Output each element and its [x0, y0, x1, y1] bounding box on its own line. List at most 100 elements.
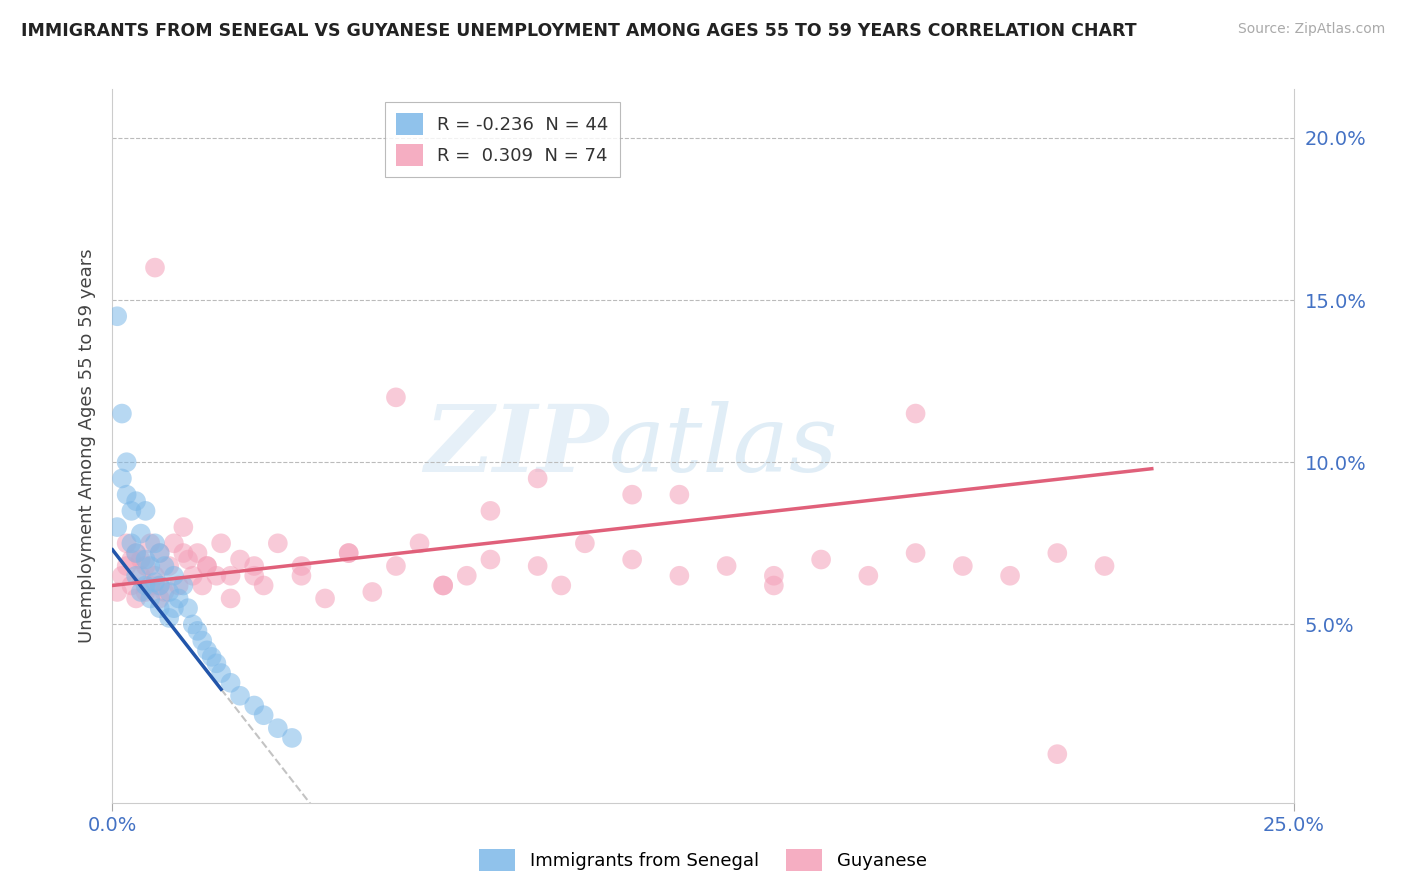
Point [267, 721, 290, 735]
Text: atlas: atlas [609, 401, 838, 491]
Point [125, 494, 148, 508]
Text: ZIP: ZIP [425, 401, 609, 491]
Point [177, 601, 200, 615]
Point [432, 578, 454, 592]
Point [157, 559, 180, 574]
Point [361, 585, 384, 599]
Point [143, 575, 166, 590]
Point [810, 552, 832, 566]
Point [172, 578, 194, 592]
Point [337, 546, 360, 560]
Point [550, 578, 572, 592]
Point [574, 536, 596, 550]
Point [115, 455, 138, 469]
Point [195, 559, 218, 574]
Point [167, 591, 190, 606]
Point [153, 559, 176, 574]
Point [149, 546, 172, 560]
Point [952, 559, 974, 574]
Point [163, 568, 186, 582]
Point [143, 260, 166, 275]
Point [111, 471, 134, 485]
Point [290, 568, 312, 582]
Point [668, 568, 690, 582]
Point [129, 585, 152, 599]
Point [229, 689, 252, 703]
Point [526, 559, 548, 574]
Point [135, 552, 157, 566]
Point [479, 552, 502, 566]
Point [191, 578, 214, 592]
Point [125, 546, 148, 560]
Point [668, 488, 690, 502]
Point [209, 666, 232, 681]
Point [143, 536, 166, 550]
Point [858, 568, 880, 582]
Point [129, 526, 152, 541]
Point [181, 617, 204, 632]
Point [129, 568, 152, 582]
Point [139, 559, 162, 574]
Point [120, 536, 142, 550]
Point [432, 578, 454, 592]
Point [139, 578, 162, 592]
Point [105, 520, 128, 534]
Point [716, 559, 738, 574]
Point [201, 649, 224, 664]
Point [267, 536, 290, 550]
Point [157, 611, 180, 625]
Point [243, 568, 266, 582]
Point [129, 552, 152, 566]
Point [209, 536, 232, 550]
Point [195, 643, 218, 657]
Text: IMMIGRANTS FROM SENEGAL VS GUYANESE UNEMPLOYMENT AMONG AGES 55 TO 59 YEARS CORRE: IMMIGRANTS FROM SENEGAL VS GUYANESE UNEM… [21, 22, 1136, 40]
Legend: R = -0.236  N = 44, R =  0.309  N = 74: R = -0.236 N = 44, R = 0.309 N = 74 [385, 102, 620, 177]
Point [135, 504, 157, 518]
Point [111, 568, 134, 582]
Point [115, 536, 138, 550]
Point [157, 585, 180, 599]
Point [139, 536, 162, 550]
Point [125, 568, 148, 582]
Point [621, 488, 644, 502]
Point [120, 552, 142, 566]
Point [143, 568, 166, 582]
Point [125, 546, 148, 560]
Point [314, 591, 336, 606]
Point [153, 585, 176, 599]
Point [120, 578, 142, 592]
Point [115, 488, 138, 502]
Point [120, 504, 142, 518]
Point [195, 559, 218, 574]
Point [243, 698, 266, 713]
Point [281, 731, 304, 745]
Point [149, 578, 172, 592]
Point [115, 559, 138, 574]
Point [762, 568, 785, 582]
Point [762, 578, 785, 592]
Point [163, 536, 186, 550]
Point [186, 546, 208, 560]
Point [149, 601, 172, 615]
Point [149, 591, 172, 606]
Point [621, 552, 644, 566]
Point [105, 310, 128, 324]
Point [219, 675, 242, 690]
Point [1046, 747, 1069, 761]
Point [111, 407, 134, 421]
Point [135, 585, 157, 599]
Point [125, 591, 148, 606]
Point [290, 559, 312, 574]
Point [105, 585, 128, 599]
Point [337, 546, 360, 560]
Point [135, 578, 157, 592]
Point [139, 591, 162, 606]
Point [219, 591, 242, 606]
Point [229, 552, 252, 566]
Point [205, 657, 228, 671]
Point [385, 559, 408, 574]
Point [1046, 546, 1069, 560]
Point [149, 546, 172, 560]
Point [177, 552, 200, 566]
Point [219, 568, 242, 582]
